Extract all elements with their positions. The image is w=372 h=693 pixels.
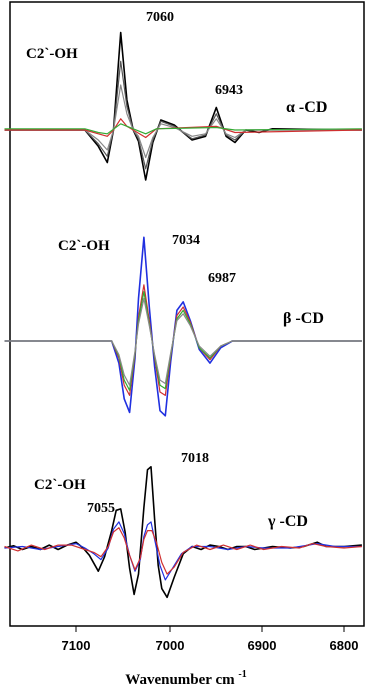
x-tick-label: 6900	[248, 638, 277, 653]
panel-alpha-series	[4, 31, 362, 181]
peak-label-7018: 7018	[181, 451, 209, 466]
spectrum-line-gamma-2	[4, 521, 362, 581]
x-axis-label: Wavenumber cm -1	[125, 669, 246, 688]
spectrum-line-beta-4	[4, 297, 362, 386]
spectrum-line-beta-1	[4, 236, 362, 417]
panel-name-gamma-cd: γ -CD	[267, 513, 308, 530]
panel-alpha-cd: C2`-OH 7060 6943 α -CD	[4, 10, 362, 181]
spectrum-line-alpha-5	[4, 123, 362, 135]
x-axis-label-text: Wavenumber cm	[125, 672, 235, 688]
peak-label-7060: 7060	[146, 10, 174, 25]
panel-gamma-cd: C2`-OH 7055 7018 γ -CD	[4, 451, 362, 599]
x-tick-7000: 7000	[156, 626, 185, 653]
x-tick-label: 6800	[330, 638, 359, 653]
peak-label-6987: 6987	[208, 271, 236, 286]
spectrum-line-beta-3	[4, 291, 362, 391]
panel-gamma-series	[4, 466, 362, 599]
group-label-beta: C2`-OH	[58, 238, 110, 254]
group-label-alpha: C2`-OH	[26, 46, 78, 62]
peak-label-7034: 7034	[172, 233, 200, 248]
spectrum-line-alpha-3	[4, 84, 362, 159]
x-tick-label: 7100	[62, 638, 91, 653]
panel-beta-series	[4, 236, 362, 417]
x-tick-6900: 6900	[248, 626, 277, 653]
spectrum-line-beta-2	[4, 284, 362, 396]
group-label-gamma: C2`-OH	[34, 477, 86, 493]
x-tick-label: 7000	[156, 638, 185, 653]
x-axis: 7100 7000 6900 6800 Wavenumber cm -1	[62, 626, 359, 688]
spectrum-line-gamma-3	[4, 527, 362, 575]
panel-name-alpha-cd: α -CD	[286, 99, 327, 116]
panel-beta-cd: C2`-OH 7034 6987 β -CD	[4, 233, 362, 417]
panel-name-beta-cd: β -CD	[283, 310, 324, 327]
peak-label-7055: 7055	[87, 501, 115, 516]
peak-label-6943: 6943	[215, 83, 243, 98]
x-tick-6800: 6800	[330, 626, 359, 653]
x-axis-label-unit-exponent: -1	[238, 669, 246, 680]
plot-frame	[9, 1, 365, 627]
x-tick-7100: 7100	[62, 626, 91, 653]
